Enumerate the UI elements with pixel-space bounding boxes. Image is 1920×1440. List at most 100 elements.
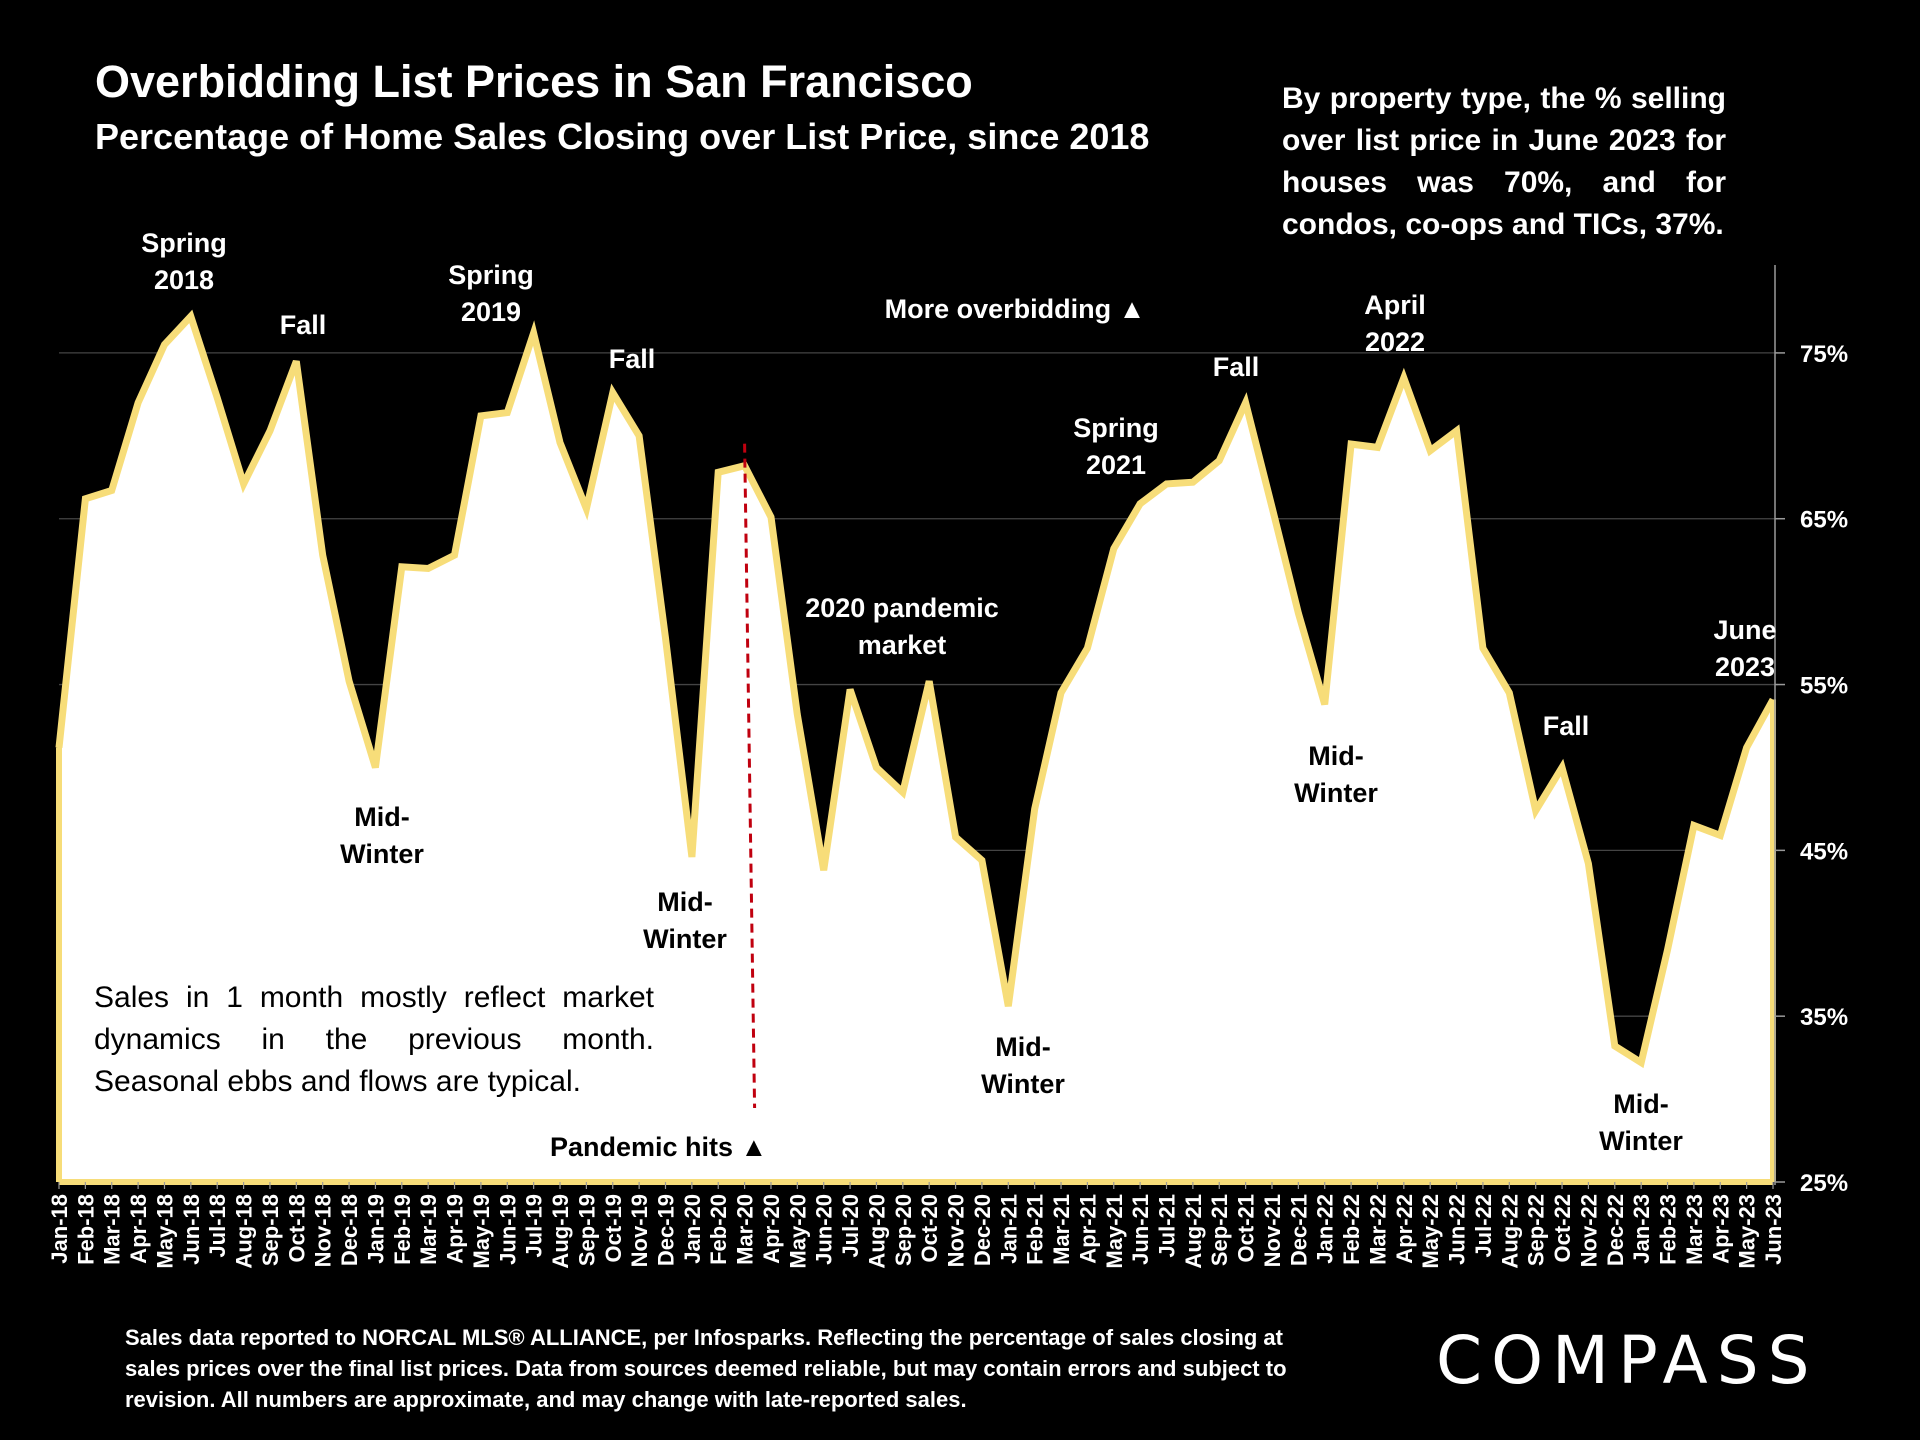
x-tick-label: Feb-18 bbox=[73, 1194, 98, 1265]
annotation-label: Mid- Winter bbox=[981, 1032, 1065, 1099]
seasonal-note: Sales in 1 month mostly reflect market d… bbox=[94, 981, 654, 1098]
y-tick-label: 35% bbox=[1800, 1004, 1848, 1031]
x-tick-label: Apr-18 bbox=[126, 1194, 151, 1264]
annotation-label: Fall bbox=[280, 310, 327, 340]
x-tick-label: Feb-22 bbox=[1339, 1194, 1364, 1265]
annotation-line: April bbox=[1364, 290, 1426, 320]
y-tick-label: 65% bbox=[1800, 507, 1848, 534]
x-tick-label: Mar-23 bbox=[1682, 1194, 1707, 1265]
x-tick-label: Mar-21 bbox=[1049, 1194, 1074, 1265]
y-tick-label: 45% bbox=[1800, 838, 1848, 865]
x-tick-label: May-22 bbox=[1418, 1194, 1443, 1269]
annotation-line: 2022 bbox=[1365, 327, 1425, 357]
x-tick-label: Sep-18 bbox=[258, 1194, 283, 1266]
annotation-label: More overbidding ▲ bbox=[885, 294, 1146, 324]
annotation-line: Fall bbox=[1543, 711, 1590, 741]
x-tick-label: Nov-18 bbox=[311, 1194, 336, 1267]
x-tick-label: Jun-21 bbox=[1128, 1194, 1153, 1265]
annotation-line: 2021 bbox=[1086, 450, 1146, 480]
x-tick-label: Jan-18 bbox=[47, 1194, 72, 1264]
x-tick-label: Feb-23 bbox=[1656, 1194, 1681, 1265]
x-tick-label: Jul-19 bbox=[522, 1194, 547, 1258]
x-tick-label: May-18 bbox=[153, 1194, 178, 1269]
y-tick-label: 75% bbox=[1800, 341, 1848, 368]
x-tick-label: Sep-22 bbox=[1524, 1194, 1549, 1266]
annotation-line: 2019 bbox=[461, 297, 521, 327]
x-tick-label: Jan-20 bbox=[680, 1194, 705, 1264]
x-tick-label: May-23 bbox=[1735, 1194, 1760, 1269]
series-line bbox=[55, 309, 1777, 1069]
source-footnote: Sales data reported to NORCAL MLS® ALLIA… bbox=[125, 1325, 1287, 1412]
x-tick-label: Jul-21 bbox=[1155, 1194, 1180, 1258]
chart-title: Overbidding List Prices in San Francisco bbox=[95, 56, 973, 107]
x-tick-label: Dec-21 bbox=[1286, 1194, 1311, 1266]
annotation-label: Mid- Winter bbox=[1599, 1089, 1683, 1156]
annotation-line: Spring bbox=[1073, 413, 1159, 443]
annotation-label: Spring 2021 bbox=[1073, 413, 1159, 480]
annotation-line: Winter bbox=[340, 839, 424, 869]
pandemic-marker-line bbox=[743, 443, 757, 1109]
x-tick-label: Mar-19 bbox=[416, 1194, 441, 1265]
annotation-line: 2018 bbox=[154, 265, 214, 295]
annotation-label: Mid- Winter bbox=[340, 802, 424, 869]
x-tick-label: Oct-20 bbox=[917, 1194, 942, 1262]
pandemic-hits-label: Pandemic hits ▲ bbox=[550, 1132, 768, 1162]
x-tick-label: Oct-21 bbox=[1234, 1194, 1259, 1262]
x-tick-label: Jun-22 bbox=[1445, 1194, 1470, 1265]
y-tick-label: 55% bbox=[1800, 673, 1848, 700]
x-tick-label: Dec-19 bbox=[654, 1194, 679, 1266]
x-tick-label: May-20 bbox=[785, 1194, 810, 1269]
x-tick-label: Sep-19 bbox=[574, 1194, 599, 1266]
annotation-label: Fall bbox=[609, 344, 656, 374]
x-tick-label: Feb-20 bbox=[706, 1194, 731, 1265]
annotation-label: June 2023 bbox=[1713, 615, 1776, 682]
x-tick-label: Apr-22 bbox=[1392, 1194, 1417, 1264]
annotation-line: Mid- bbox=[995, 1032, 1050, 1062]
x-tick-label: Nov-22 bbox=[1576, 1194, 1601, 1267]
annotation-line: Fall bbox=[1213, 352, 1260, 382]
chart-subtitle: Percentage of Home Sales Closing over Li… bbox=[95, 116, 1150, 157]
x-tick-label: Sep-21 bbox=[1207, 1194, 1232, 1266]
x-tick-label: Oct-19 bbox=[601, 1194, 626, 1262]
annotation-line: Spring bbox=[448, 260, 534, 290]
x-tick-label: Apr-19 bbox=[443, 1194, 468, 1264]
x-tick-label: Dec-20 bbox=[970, 1194, 995, 1266]
property-type-note: By property type, the % selling over lis… bbox=[1282, 82, 1726, 241]
x-tick-label: Mar-20 bbox=[733, 1194, 758, 1265]
x-tick-label: Nov-19 bbox=[627, 1194, 652, 1267]
x-tick-label: Nov-20 bbox=[944, 1194, 969, 1267]
x-tick-label: Apr-23 bbox=[1708, 1194, 1733, 1264]
x-tick-label: Apr-20 bbox=[759, 1194, 784, 1264]
annotation-line: More overbidding ▲ bbox=[885, 294, 1146, 324]
x-tick-label: Aug-21 bbox=[1181, 1194, 1206, 1269]
annotation-line: 2020 pandemic bbox=[805, 593, 999, 623]
annotation-label: Fall bbox=[1543, 711, 1590, 741]
x-tick-label: Aug-20 bbox=[864, 1194, 889, 1269]
x-tick-label: Jun-23 bbox=[1761, 1194, 1786, 1265]
x-tick-label: Jun-19 bbox=[495, 1194, 520, 1265]
x-tick-label: Jun-20 bbox=[812, 1194, 837, 1265]
annotation-label: Mid- Winter bbox=[643, 887, 727, 954]
annotation-label: April 2022 bbox=[1364, 290, 1426, 357]
x-tick-label: Jan-23 bbox=[1629, 1194, 1654, 1264]
annotation-label: Spring 2019 bbox=[448, 260, 534, 327]
annotation-line: Mid- bbox=[354, 802, 409, 832]
annotation-label: 2020 pandemic market bbox=[805, 593, 999, 660]
x-tick-label: Oct-18 bbox=[284, 1194, 309, 1262]
annotation-line: Spring bbox=[141, 228, 227, 258]
x-tick-label: Jan-19 bbox=[363, 1194, 388, 1264]
annotation-line: 2023 bbox=[1715, 652, 1775, 682]
annotation-label: Spring 2018 bbox=[141, 228, 227, 295]
x-tick-label: Jul-20 bbox=[838, 1194, 863, 1258]
compass-logo: COMPASS bbox=[1436, 1322, 1819, 1399]
annotation-line: Winter bbox=[981, 1069, 1065, 1099]
x-tick-label: Feb-19 bbox=[390, 1194, 415, 1265]
annotation-line: Winter bbox=[1294, 778, 1378, 808]
x-tick-label: Nov-21 bbox=[1260, 1194, 1285, 1267]
annotation-line: Fall bbox=[609, 344, 656, 374]
annotation-label: Mid- Winter bbox=[1294, 741, 1378, 808]
annotation-line: Mid- bbox=[657, 887, 712, 917]
x-tick-label: Jul-22 bbox=[1471, 1194, 1496, 1258]
x-tick-label: Mar-18 bbox=[100, 1194, 125, 1265]
x-tick-label: Jan-21 bbox=[996, 1194, 1021, 1264]
